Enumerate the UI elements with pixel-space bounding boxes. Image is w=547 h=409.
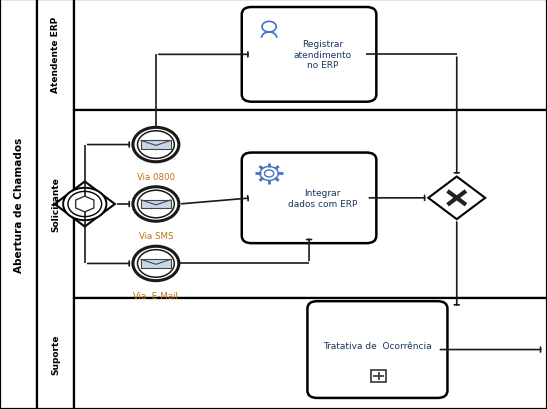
FancyBboxPatch shape: [307, 301, 447, 398]
Bar: [141, 260, 171, 268]
Polygon shape: [428, 177, 485, 220]
Text: Via SMS: Via SMS: [138, 232, 173, 241]
Bar: [74, 110, 547, 299]
Bar: [0, 0, 37, 409]
Circle shape: [133, 187, 179, 222]
Circle shape: [260, 167, 278, 181]
FancyBboxPatch shape: [242, 8, 376, 102]
Bar: [371, 370, 386, 382]
Text: Solicitante: Solicitante: [51, 177, 60, 232]
Text: Tratativa de  Ocorrência: Tratativa de Ocorrência: [323, 341, 432, 350]
Circle shape: [265, 171, 274, 178]
Bar: [141, 141, 171, 149]
Circle shape: [137, 250, 174, 278]
Text: Suporte: Suporte: [51, 334, 60, 374]
Circle shape: [137, 131, 174, 159]
Circle shape: [262, 22, 276, 33]
Circle shape: [133, 128, 179, 162]
Circle shape: [68, 192, 102, 217]
Circle shape: [137, 191, 174, 218]
Bar: [141, 200, 171, 209]
Bar: [74, 0, 547, 110]
Text: Via  E-Mail: Via E-Mail: [133, 291, 178, 300]
Circle shape: [133, 247, 179, 281]
Text: Integrar
dados com ERP: Integrar dados com ERP: [288, 189, 357, 208]
Text: Registrar
atendimento
no ERP: Registrar atendimento no ERP: [294, 40, 352, 70]
Polygon shape: [55, 182, 115, 227]
Text: Via 0800: Via 0800: [137, 173, 175, 182]
Circle shape: [63, 188, 107, 221]
Text: Atendente ERP: Atendente ERP: [51, 17, 60, 93]
Bar: [74, 299, 547, 409]
Bar: [37, 0, 74, 409]
FancyBboxPatch shape: [242, 153, 376, 243]
Polygon shape: [75, 197, 94, 212]
Text: Abertura de Chamados: Abertura de Chamados: [14, 137, 24, 272]
